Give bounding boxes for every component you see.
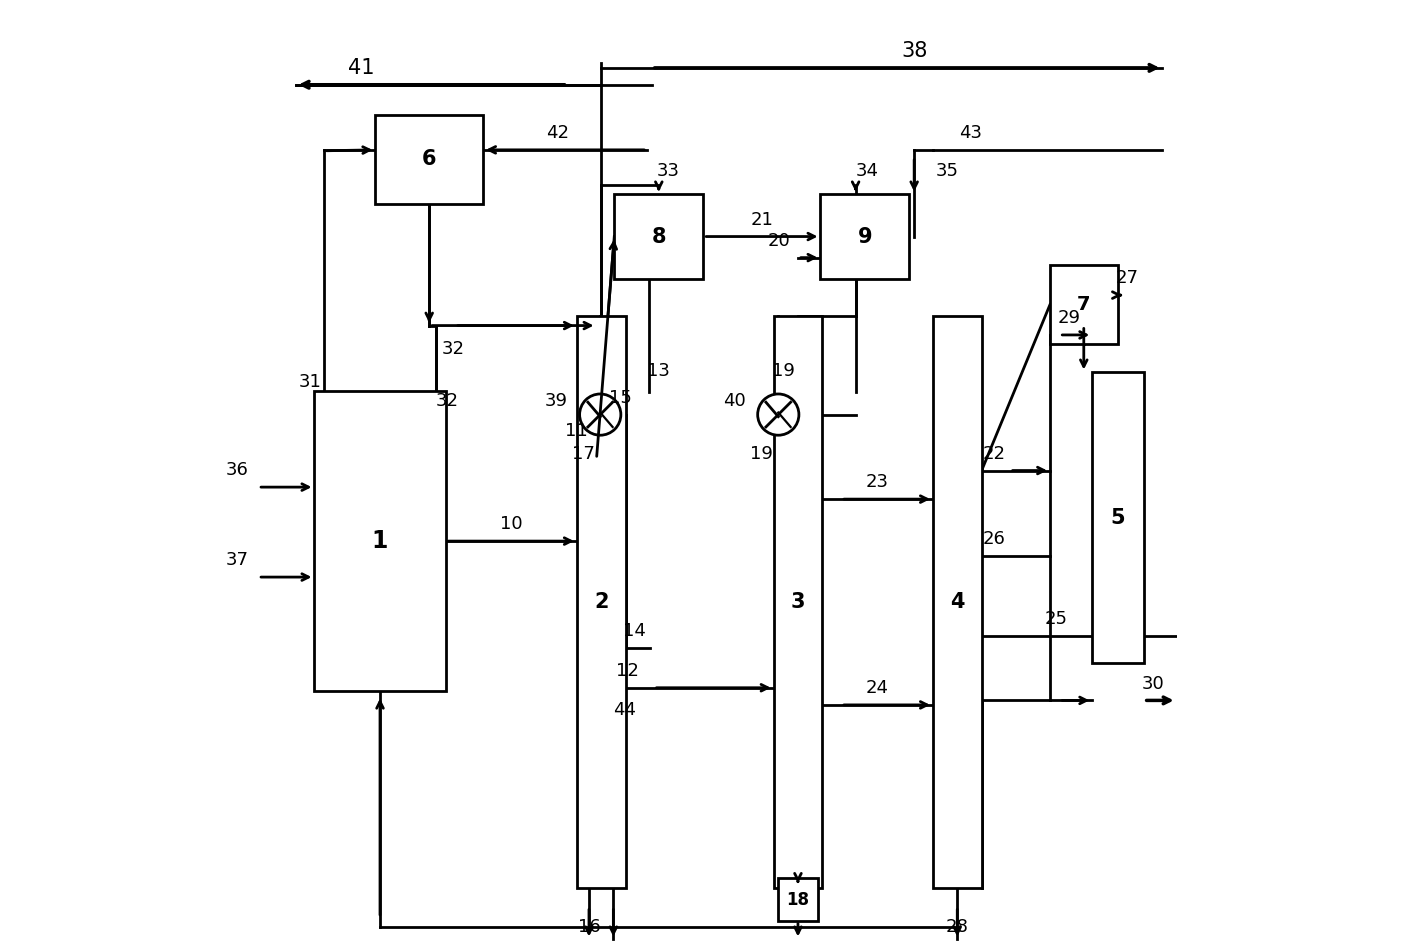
Text: 30: 30 xyxy=(1141,674,1164,692)
Text: 13: 13 xyxy=(647,361,670,379)
Bar xyxy=(615,194,704,279)
Text: 25: 25 xyxy=(1045,611,1068,629)
Bar xyxy=(1092,373,1144,663)
Text: 10: 10 xyxy=(500,515,523,534)
Bar xyxy=(375,115,483,204)
Bar xyxy=(314,391,446,691)
Text: 17: 17 xyxy=(572,445,595,463)
Circle shape xyxy=(579,394,620,436)
Text: 22: 22 xyxy=(983,445,1005,463)
Bar xyxy=(820,194,909,279)
Text: 44: 44 xyxy=(613,701,636,719)
Text: 11: 11 xyxy=(565,422,588,440)
Text: 39: 39 xyxy=(545,392,568,410)
Text: 35: 35 xyxy=(936,162,959,180)
Circle shape xyxy=(758,394,799,436)
Text: 21: 21 xyxy=(750,211,773,228)
Text: 20: 20 xyxy=(767,232,790,250)
Text: 29: 29 xyxy=(1058,309,1080,327)
Text: 6: 6 xyxy=(422,149,436,169)
Text: 16: 16 xyxy=(578,918,600,936)
Text: 26: 26 xyxy=(983,531,1005,549)
Text: 5: 5 xyxy=(1110,508,1126,528)
Text: 19: 19 xyxy=(772,361,794,379)
Text: 43: 43 xyxy=(959,124,981,142)
Text: 37: 37 xyxy=(225,552,249,570)
Text: 23: 23 xyxy=(867,474,889,492)
Text: 12: 12 xyxy=(616,662,639,680)
Text: 32: 32 xyxy=(442,340,464,358)
Text: 28: 28 xyxy=(946,918,969,936)
Text: 8: 8 xyxy=(651,226,666,246)
Text: 41: 41 xyxy=(348,58,374,78)
Text: 14: 14 xyxy=(623,622,646,640)
Text: 32: 32 xyxy=(436,392,459,410)
Text: 4: 4 xyxy=(950,592,964,612)
Text: 2: 2 xyxy=(593,592,609,612)
Bar xyxy=(1051,264,1117,344)
Text: 3: 3 xyxy=(790,592,806,612)
Text: 24: 24 xyxy=(867,679,889,697)
Text: 18: 18 xyxy=(786,890,810,908)
Text: 15: 15 xyxy=(609,389,633,407)
Text: 36: 36 xyxy=(227,461,249,479)
Text: 9: 9 xyxy=(858,226,872,246)
Bar xyxy=(773,316,823,888)
Bar xyxy=(779,879,817,921)
Text: 34: 34 xyxy=(855,162,878,180)
Text: 40: 40 xyxy=(722,392,746,410)
Bar xyxy=(576,316,626,888)
Text: 38: 38 xyxy=(901,41,927,61)
Text: 1: 1 xyxy=(372,529,388,553)
Text: 27: 27 xyxy=(1116,269,1138,287)
Text: 42: 42 xyxy=(547,124,569,142)
Text: 31: 31 xyxy=(299,373,321,391)
Text: 19: 19 xyxy=(750,445,773,463)
Text: 33: 33 xyxy=(657,162,680,180)
Bar xyxy=(933,316,981,888)
Text: 7: 7 xyxy=(1078,295,1090,314)
